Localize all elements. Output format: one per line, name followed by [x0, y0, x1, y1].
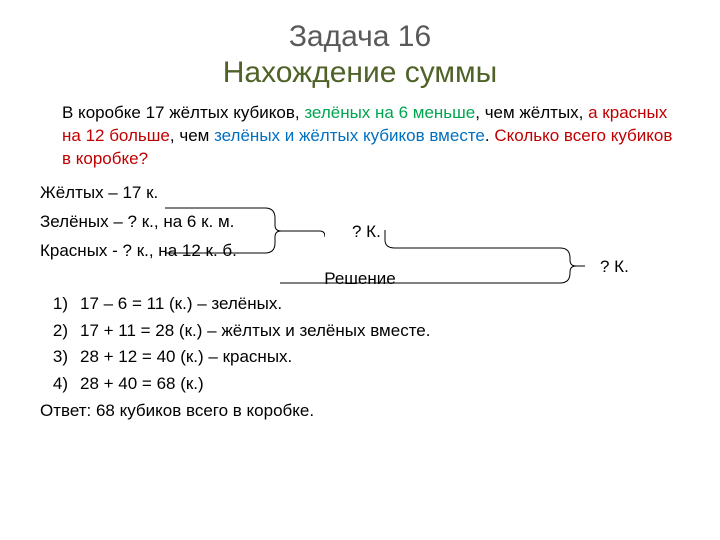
- title-line1: Задача 16: [40, 20, 680, 54]
- step-num-2: 2): [40, 318, 68, 344]
- problem-part3: , чем жёлтых,: [475, 103, 588, 122]
- problem-part1: В коробке 17 жёлтых кубиков,: [62, 103, 304, 122]
- step-num-3: 3): [40, 344, 68, 370]
- solution-title: Решение: [40, 269, 680, 289]
- bracket-large-label: ? К.: [600, 257, 629, 277]
- answer-text: Ответ: 68 кубиков всего в коробке.: [40, 401, 680, 421]
- step-text-3: 28 + 12 = 40 (к.) – красных.: [80, 347, 292, 366]
- problem-part2: зелёных на 6 меньше: [304, 103, 475, 122]
- problem-part5: , чем: [170, 126, 214, 145]
- step-text-4: 28 + 40 = 68 (к.): [80, 374, 204, 393]
- problem-part6: зелёных и жёлтых кубиков вместе: [214, 126, 485, 145]
- given-yellow: Жёлтых – 17 к.: [40, 179, 680, 208]
- solution-step-2: 2) 17 + 11 = 28 (к.) – жёлтых и зелёных в…: [40, 318, 680, 344]
- step-num-4: 4): [40, 371, 68, 397]
- title-line2: Нахождение суммы: [40, 56, 680, 90]
- step-num-1: 1): [40, 291, 68, 317]
- step-text-2: 17 + 11 = 28 (к.) – жёлтых и зелёных вме…: [80, 321, 430, 340]
- problem-part7: .: [485, 126, 494, 145]
- bracket-small-label: ? К.: [352, 222, 381, 242]
- solution-step-4: 4) 28 + 40 = 68 (к.): [40, 371, 680, 397]
- solution-step-3: 3) 28 + 12 = 40 (к.) – красных.: [40, 344, 680, 370]
- problem-text: В коробке 17 жёлтых кубиков, зелёных на …: [62, 102, 680, 171]
- step-text-1: 17 – 6 = 11 (к.) – зелёных.: [80, 294, 282, 313]
- solution-step-1: 1) 17 – 6 = 11 (к.) – зелёных.: [40, 291, 680, 317]
